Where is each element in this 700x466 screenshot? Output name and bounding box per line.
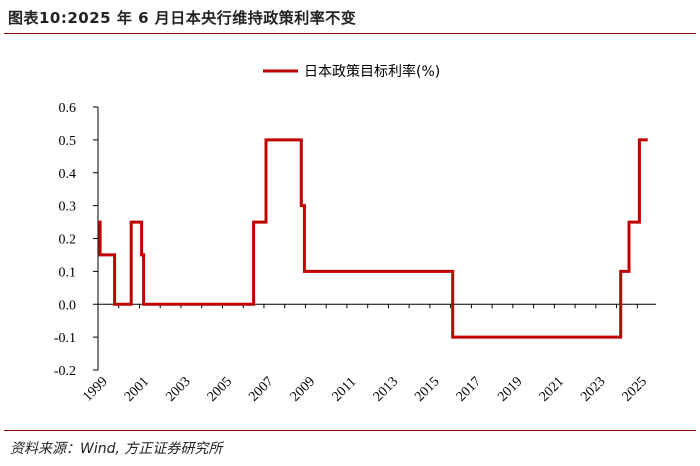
source-divider <box>4 430 696 431</box>
x-tick-label: 2021 <box>537 374 567 404</box>
y-tick-labels: -0.2 -0.1 0.0 0.1 0.2 0.3 0.4 0.5 0.6 <box>54 101 76 379</box>
x-tick-label: 2009 <box>288 374 318 404</box>
y-tick-label: 0.6 <box>59 101 77 116</box>
x-tick-label: 2001 <box>122 374 152 404</box>
chart-title: 图表10:2025 年 6 月日本央行维持政策利率不变 <box>8 9 357 27</box>
title-divider <box>4 33 696 34</box>
y-tick-label: -0.1 <box>54 331 76 346</box>
x-tick-label: 2015 <box>412 374 442 404</box>
y-tick-label: 0.4 <box>59 167 77 182</box>
y-tick-label: 0.5 <box>59 134 77 149</box>
source-note: 资料来源：Wind, 方正证券研究所 <box>10 441 223 457</box>
x-tick-label: 2011 <box>329 375 359 405</box>
x-tick-label: 2007 <box>246 374 276 404</box>
x-tick-labels: 1999 2001 2003 2005 2007 2009 2011 2013 2015 2017… <box>80 374 650 404</box>
x-tick-label: 2013 <box>371 374 401 404</box>
y-tick-label: 0.2 <box>59 233 77 248</box>
x-tick-label: 2003 <box>163 374 193 404</box>
x-tick-label: 2023 <box>578 374 608 404</box>
y-tick-label: -0.2 <box>54 364 76 379</box>
y-tick-label: 0.3 <box>59 200 77 215</box>
y-tick-label: 0.1 <box>59 265 77 280</box>
x-tick-label: 2017 <box>454 374 484 404</box>
x-tick-label: 2005 <box>205 374 235 404</box>
legend-label: 日本政策目标利率(%) <box>304 63 440 80</box>
x-tick-label: 2019 <box>495 374 525 404</box>
y-tick-label: 0.0 <box>59 298 77 313</box>
axes <box>93 106 656 371</box>
x-tick-label: 1999 <box>80 374 110 404</box>
x-tick-label: 2025 <box>620 374 650 404</box>
series-line-policy-rate <box>98 138 648 339</box>
legend: 日本政策目标利率(%) <box>263 63 440 80</box>
